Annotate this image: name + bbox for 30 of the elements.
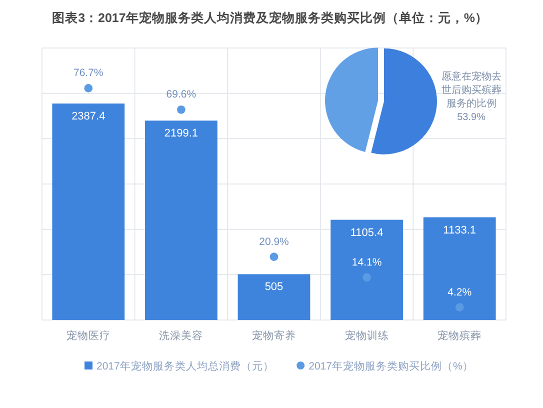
- point: [270, 252, 278, 262]
- x-tick-label: 宠物训练: [344, 329, 389, 342]
- data-label: 20.9%: [259, 236, 289, 248]
- x-tick-label: 洗澡美容: [159, 329, 204, 342]
- data-label: 4.2%: [448, 286, 472, 298]
- bar: [423, 217, 496, 320]
- x-tick-label: 宠物殡葬: [438, 329, 482, 342]
- data-label: 1133.1: [443, 224, 476, 236]
- data-label: 53.9%: [457, 112, 486, 123]
- data-label: 69.6%: [166, 88, 196, 101]
- x-tick-label: 宠物寄养: [252, 329, 296, 342]
- slice-label: 愿意在宠物去世后购买殡葬服务的比例: [441, 70, 502, 110]
- legend-label: 2017年宠物服务类人均总消费（元）: [96, 360, 274, 372]
- data-label: 76.7%: [74, 67, 104, 80]
- bar: [52, 104, 125, 320]
- point: [362, 273, 371, 282]
- point: [84, 84, 93, 92]
- data-label: 2387.4: [72, 110, 106, 123]
- point: [455, 303, 464, 312]
- data-label: 1105.4: [350, 226, 384, 239]
- bar: [145, 120, 218, 320]
- chart-title: 图表3：2017年宠物服务类人均消费及宠物服务类购买比例（单位：元，%）: [52, 10, 488, 25]
- x-tick-label: 宠物医疗: [66, 329, 110, 342]
- bar: [238, 274, 310, 320]
- data-label: 505: [264, 281, 284, 294]
- bar: [330, 220, 403, 320]
- legend-label: 2017年宠物服务类购买比例（%）: [308, 360, 474, 372]
- data-label: 14.1%: [352, 256, 382, 268]
- data-label: 2199.1: [164, 128, 198, 140]
- point: [177, 105, 186, 114]
